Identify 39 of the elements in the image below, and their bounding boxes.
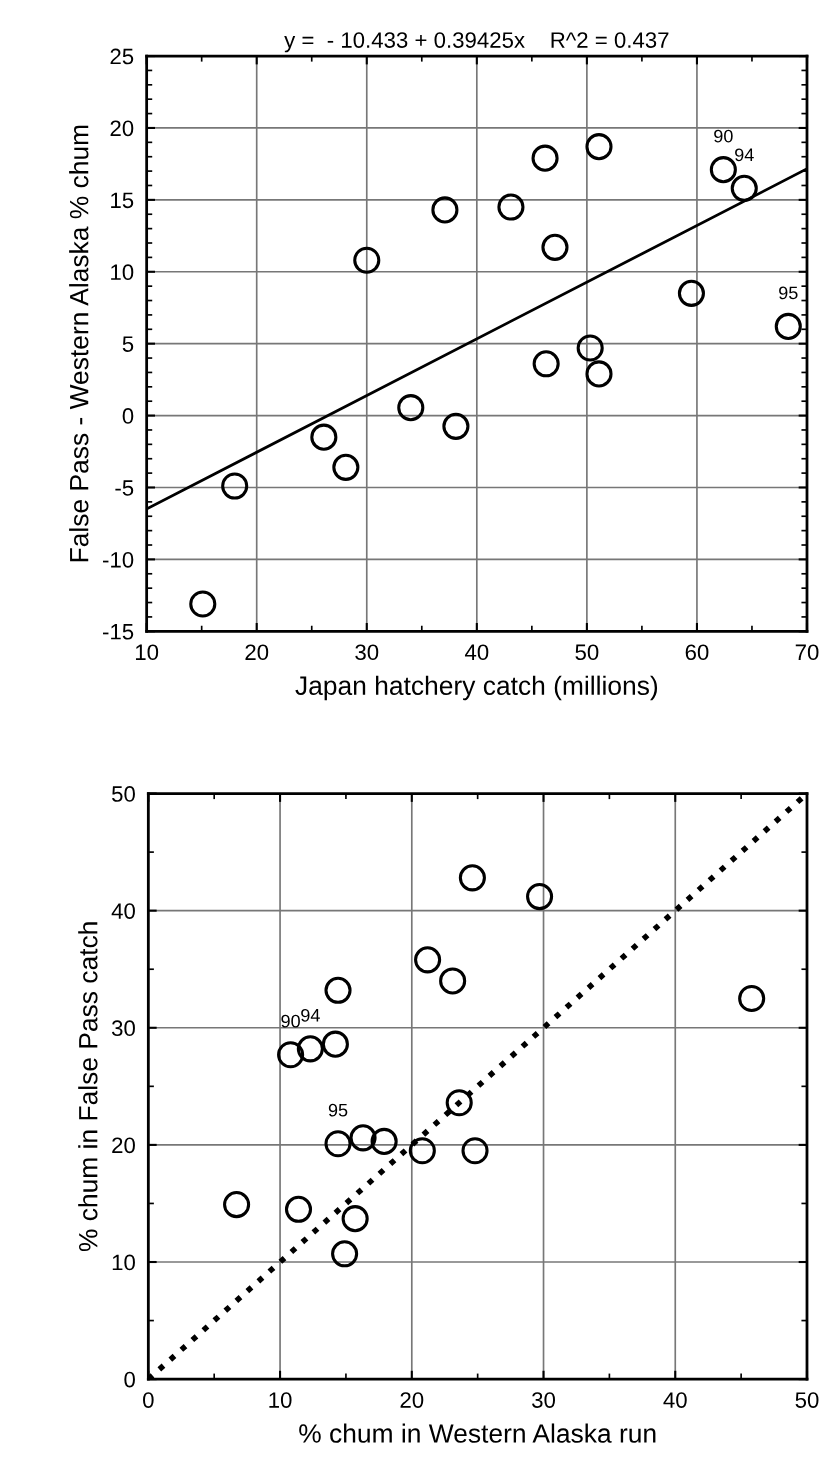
y-tick-label: 40	[111, 903, 135, 919]
x-tick-label: 60	[685, 644, 709, 661]
x-tick-label: 10	[269, 1392, 292, 1408]
annotation: 90	[714, 129, 733, 143]
x-tick-label: 30	[532, 1392, 556, 1408]
y-tick-label: -10	[103, 551, 134, 568]
y-tick-label: 20	[110, 120, 134, 137]
x-tick-label: 40	[663, 1392, 687, 1408]
y-tick-label: 10	[112, 1254, 135, 1271]
annotation: 94	[735, 148, 754, 162]
x-tick-label: 70	[795, 644, 819, 661]
annotation: 94	[301, 1008, 320, 1022]
x-axis-title: Japan hatchery catch (millions)	[295, 675, 658, 701]
annotation: 90	[281, 1014, 300, 1028]
y-tick-label: 10	[111, 264, 134, 281]
y-tick-label: 0	[124, 1371, 135, 1388]
chart-title: y = - 10.433 + 0.39425x R^2 = 0.437	[284, 32, 669, 53]
x-tick-label: 20	[400, 1392, 424, 1408]
y-tick-label: 15	[111, 192, 134, 209]
x-tick-label: 0	[143, 1392, 154, 1408]
x-axis-title: % chum in Western Alaska run	[299, 1423, 656, 1443]
x-tick-label: 40	[464, 644, 489, 661]
y-tick-label: -5	[115, 480, 134, 496]
annotation: 95	[779, 286, 798, 300]
annotation: 95	[328, 1103, 348, 1117]
x-tick-label: 50	[795, 1392, 819, 1408]
y-axis-title: % chum in False Pass catch	[78, 922, 98, 1252]
y-axis-title: False Pass - Western Alaska % chum	[69, 125, 89, 562]
y-tick-label: -15	[103, 624, 134, 640]
x-tick-label: 30	[355, 644, 379, 661]
y-tick-label: 0	[122, 408, 134, 424]
x-tick-label: 10	[135, 644, 159, 661]
y-tick-label: 20	[112, 1137, 135, 1154]
y-tick-label: 5	[122, 336, 134, 352]
x-tick-label: 20	[245, 644, 269, 661]
y-tick-label: 25	[110, 48, 134, 65]
x-tick-label: 50	[575, 644, 599, 661]
y-tick-label: 50	[112, 786, 135, 802]
y-tick-label: 30	[111, 1020, 135, 1037]
